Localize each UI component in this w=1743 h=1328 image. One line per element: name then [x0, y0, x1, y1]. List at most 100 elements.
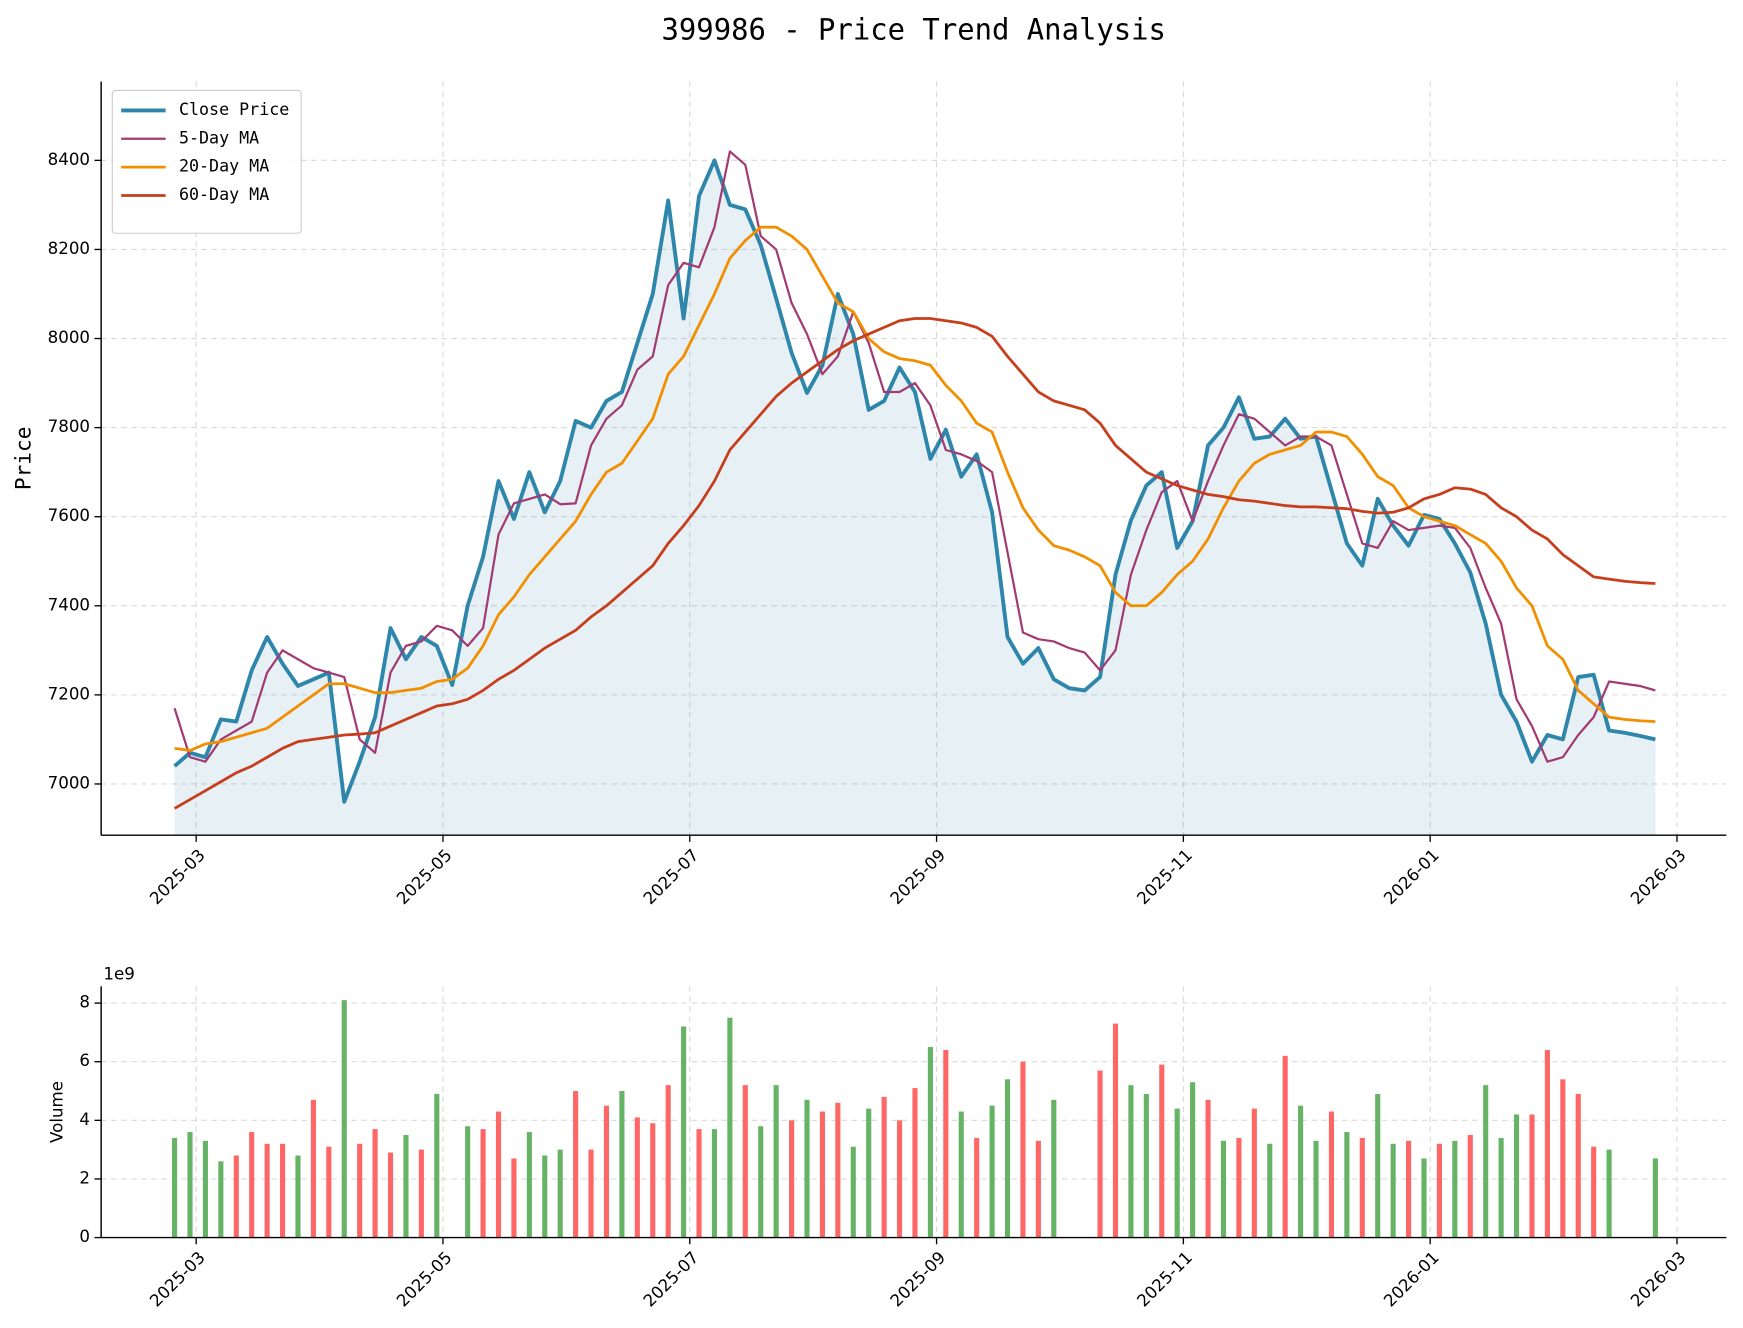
volume-bar [1452, 1140, 1458, 1238]
volume-bar [1436, 1143, 1442, 1238]
volume-bar [1220, 1140, 1227, 1238]
volume-bar [1359, 1137, 1365, 1238]
volume-bar [1498, 1137, 1504, 1238]
volume-bar [1159, 1064, 1165, 1238]
y-axis-label: Price [10, 427, 35, 491]
volume-bar [480, 1129, 486, 1238]
volume-bar [1282, 1055, 1288, 1238]
volume-bar [819, 1111, 825, 1238]
y-tick-label: 7800 [48, 417, 90, 436]
volume-bar [603, 1105, 610, 1238]
volume-bar [418, 1149, 424, 1238]
volume-bar [1251, 1108, 1257, 1238]
volume-bar [650, 1123, 656, 1238]
volume-bar [1298, 1105, 1304, 1238]
volume-bar [927, 1047, 933, 1238]
line-series [173, 150, 1656, 763]
y-tick-label: 8000 [48, 328, 90, 347]
volume-bar [511, 1158, 517, 1238]
volume-bar [1575, 1093, 1581, 1238]
volume-bar [357, 1143, 363, 1238]
volume-bar [943, 1049, 949, 1238]
volume-bar [989, 1105, 995, 1238]
volume-bar [1560, 1079, 1566, 1238]
volume-bar [1267, 1143, 1273, 1238]
y-tick-label: 4 [79, 1110, 90, 1129]
volume-bar [1406, 1140, 1412, 1238]
y-tick-label: 7000 [48, 773, 90, 792]
volume-bar [295, 1155, 301, 1238]
y-tick-label: 8400 [48, 150, 90, 169]
volume-bar [526, 1132, 532, 1238]
volume-bar [619, 1091, 625, 1238]
volume-bar [1035, 1140, 1041, 1238]
legend-label: 5-Day MA [179, 128, 259, 147]
volume-bar [1483, 1085, 1489, 1238]
volume-bar [742, 1085, 748, 1238]
volume-bar [1313, 1140, 1319, 1238]
line-series [173, 317, 1656, 810]
volume-bar [850, 1146, 856, 1238]
volume-bar [665, 1085, 671, 1238]
volume-bar [249, 1132, 255, 1238]
volume-bar [958, 1111, 964, 1238]
volume-bar [387, 1152, 394, 1238]
y-tick-label: 8200 [48, 239, 90, 258]
volume-bar [727, 1017, 733, 1238]
volume-bar [974, 1137, 980, 1238]
volume-bar [1328, 1111, 1335, 1238]
volume-bar [912, 1088, 918, 1238]
y-tick-label: 7600 [48, 506, 90, 525]
y-tick-label: 2 [79, 1168, 90, 1187]
volume-bar [1004, 1079, 1011, 1238]
volume-bar [1205, 1099, 1211, 1238]
volume-bar [1051, 1099, 1057, 1238]
volume-bar [835, 1102, 841, 1238]
y-axis-label: Volume [47, 1081, 66, 1143]
volume-bar [573, 1091, 579, 1238]
volume-bar [326, 1146, 332, 1238]
volume-bar [711, 1129, 718, 1238]
volume-bar [804, 1099, 810, 1238]
legend-label: 20-Day MA [179, 157, 269, 176]
axis-offset-label: 1e9 [103, 965, 134, 984]
volume-bar [1390, 1143, 1396, 1238]
volume-bar [542, 1155, 548, 1238]
volume-bar [696, 1129, 702, 1238]
volume-bar [1544, 1049, 1550, 1238]
volume-bar [1020, 1061, 1026, 1238]
volume-bar [1097, 1070, 1103, 1238]
volume-bar [495, 1111, 502, 1238]
volume-bar [172, 1137, 178, 1238]
volume-bar [1128, 1085, 1134, 1238]
volume-bar [557, 1149, 563, 1238]
volume-bar [434, 1093, 440, 1238]
volume-bar [1143, 1093, 1149, 1238]
volume-bar [187, 1132, 193, 1238]
legend: Close Price 5-Day MA 20-Day MA 60-Day MA [111, 89, 302, 234]
volume-bar [1174, 1108, 1180, 1238]
volume-bar [634, 1117, 640, 1238]
volume-bar [1421, 1158, 1427, 1238]
line-series [173, 158, 1656, 804]
volume-bar [403, 1134, 409, 1238]
volume-bar [372, 1129, 378, 1238]
y-tick-label: 7400 [48, 595, 90, 614]
volume-bar [1112, 1023, 1119, 1238]
legend-label: 60-Day MA [179, 185, 269, 204]
volume-bar [264, 1143, 270, 1238]
volume-bar [881, 1096, 887, 1238]
y-tick-label: 7200 [48, 684, 90, 703]
volume-bar [1467, 1134, 1473, 1238]
volume-bar [218, 1161, 224, 1238]
volume-bar [681, 1026, 687, 1238]
volume-bar [1513, 1114, 1520, 1238]
y-tick-label: 6 [79, 1051, 90, 1070]
volume-bar [1606, 1149, 1612, 1238]
y-tick-label: 0 [79, 1227, 90, 1246]
volume-bar [310, 1099, 316, 1238]
area-fill [174, 160, 1656, 836]
volume-bar [789, 1120, 795, 1238]
